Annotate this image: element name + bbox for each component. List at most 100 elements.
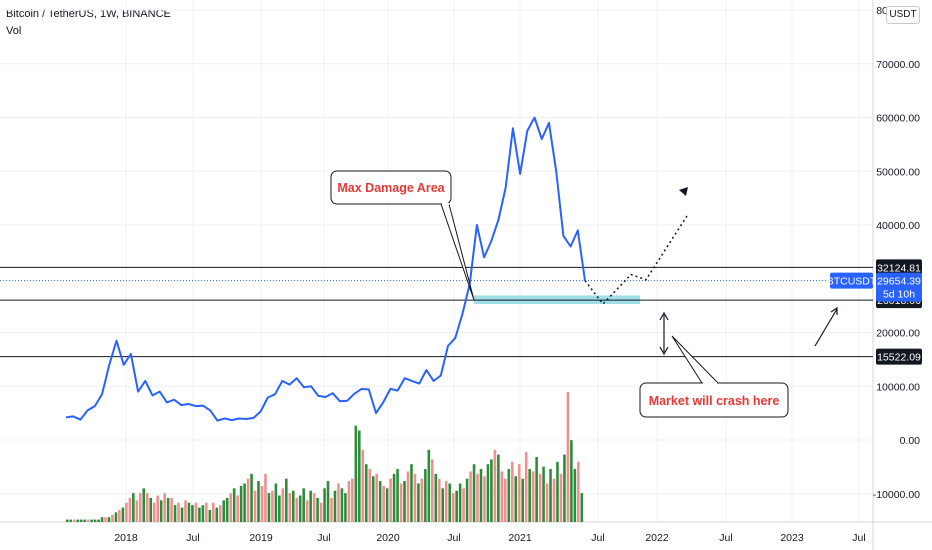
volume-bar bbox=[417, 483, 420, 522]
y-tick-label: 50000.00 bbox=[876, 166, 920, 178]
x-tick-label: 2019 bbox=[249, 532, 273, 544]
volume-bar bbox=[524, 452, 528, 522]
volume-bar bbox=[326, 481, 330, 522]
volume-bar bbox=[427, 449, 431, 522]
volume-bar bbox=[149, 497, 153, 522]
volume-bar bbox=[371, 476, 375, 522]
volume-bar bbox=[159, 500, 163, 522]
volume-bar bbox=[507, 469, 511, 522]
x-tick-label: 2021 bbox=[508, 532, 532, 544]
currency-badge[interactable]: USDT bbox=[886, 6, 920, 24]
double-arrow-head-up bbox=[659, 311, 669, 321]
volume-bar bbox=[340, 488, 344, 522]
x-tick-label: Jul bbox=[591, 532, 604, 544]
volume-bar bbox=[69, 519, 73, 522]
volume-bar bbox=[281, 488, 285, 522]
volume-bar bbox=[139, 493, 142, 522]
volume-bar bbox=[542, 466, 545, 522]
volume-bar bbox=[469, 471, 472, 522]
y-tick-label: 60000.00 bbox=[876, 113, 920, 125]
price-level-tag bbox=[876, 348, 922, 365]
volume-bar bbox=[212, 502, 215, 522]
callout-pointer bbox=[440, 203, 475, 301]
volume-bar bbox=[375, 473, 378, 522]
diagonal-arrow-head bbox=[830, 306, 838, 315]
volume-bar bbox=[177, 502, 180, 522]
volume-bar bbox=[573, 469, 577, 522]
volume-bar bbox=[267, 493, 271, 522]
volume-bar bbox=[222, 500, 226, 522]
current-price-label: 29654.39 bbox=[877, 276, 921, 288]
volume-bar bbox=[448, 483, 451, 522]
volume-bar bbox=[399, 483, 403, 522]
volume-bar bbox=[444, 481, 448, 522]
volume-bar bbox=[66, 519, 69, 522]
volume-bar bbox=[152, 502, 156, 522]
volume-bar bbox=[316, 497, 319, 522]
volume-bar bbox=[556, 461, 559, 522]
double-arrow bbox=[659, 311, 669, 356]
volume-bar bbox=[424, 469, 427, 522]
x-tick-label: Jul bbox=[317, 532, 330, 544]
volume-bar bbox=[559, 473, 563, 522]
volume-bar bbox=[333, 490, 337, 522]
volume-bar bbox=[260, 485, 264, 522]
volume-bar bbox=[114, 512, 118, 522]
volume-bar bbox=[309, 490, 312, 522]
x-tick-label: Jul bbox=[447, 532, 460, 544]
volume-bar bbox=[368, 469, 372, 522]
annotation-text: Market will crash here bbox=[649, 394, 780, 408]
volume-bar bbox=[364, 464, 368, 522]
volume-bar bbox=[86, 519, 90, 522]
volume-bar bbox=[389, 478, 392, 522]
volume-bar bbox=[490, 459, 493, 522]
volume-bar bbox=[72, 519, 76, 522]
volume-bar bbox=[528, 469, 531, 522]
annotation-callout: Max Damage Area bbox=[330, 170, 475, 301]
volume-bar bbox=[406, 471, 410, 522]
y-tick-label: 40000.00 bbox=[876, 220, 920, 232]
volume-bar bbox=[458, 483, 462, 522]
price-level-tag-label: 15522.09 bbox=[877, 352, 921, 364]
volume-bar bbox=[111, 514, 114, 522]
symbol-tag-label: BTCUSDT bbox=[827, 276, 877, 288]
volume-bar bbox=[535, 457, 538, 522]
volume-bar bbox=[187, 502, 191, 522]
volume-bar bbox=[472, 464, 476, 522]
projection-path bbox=[584, 213, 689, 306]
volume-bar bbox=[441, 488, 445, 522]
y-tick-label: 70000.00 bbox=[876, 59, 920, 71]
volume-bar bbox=[97, 519, 100, 522]
volume-bar bbox=[218, 505, 222, 522]
volume-bar bbox=[312, 493, 316, 522]
volume-bar bbox=[521, 478, 524, 522]
volume-bar bbox=[476, 473, 479, 522]
volume-bar bbox=[163, 493, 166, 522]
volume-bar bbox=[396, 469, 399, 522]
symbol-title: Bitcoin / TetherUS, 1W, BINANCE bbox=[6, 8, 171, 20]
volume-bar bbox=[166, 497, 170, 522]
volume-bar bbox=[274, 483, 278, 522]
volume-bar bbox=[236, 495, 239, 522]
volume-bar bbox=[232, 488, 236, 522]
chart-legend: Bitcoin / TetherUS, 1W, BINANCE Vol bbox=[6, 6, 171, 40]
volume-bar bbox=[250, 473, 253, 522]
y-tick-label: 20000.00 bbox=[876, 328, 920, 340]
volume-bar bbox=[225, 497, 229, 522]
volume-bar bbox=[170, 497, 173, 522]
y-tick-label: -10000.00 bbox=[873, 489, 920, 501]
volume-bar bbox=[135, 500, 139, 522]
volume-bar bbox=[305, 500, 309, 522]
projection-arrowhead bbox=[679, 187, 688, 196]
volume-bar bbox=[531, 471, 535, 522]
volume-bar bbox=[132, 493, 135, 522]
y-tick-label: 10000.00 bbox=[876, 381, 920, 393]
symbol-tag bbox=[830, 272, 873, 289]
price-line bbox=[65, 116, 586, 422]
annotation-callout: Market will crash here bbox=[639, 335, 789, 418]
volume-bar bbox=[410, 464, 413, 522]
volume-bar bbox=[330, 497, 333, 522]
volume-bar bbox=[549, 469, 552, 522]
volume-bar bbox=[173, 505, 177, 522]
